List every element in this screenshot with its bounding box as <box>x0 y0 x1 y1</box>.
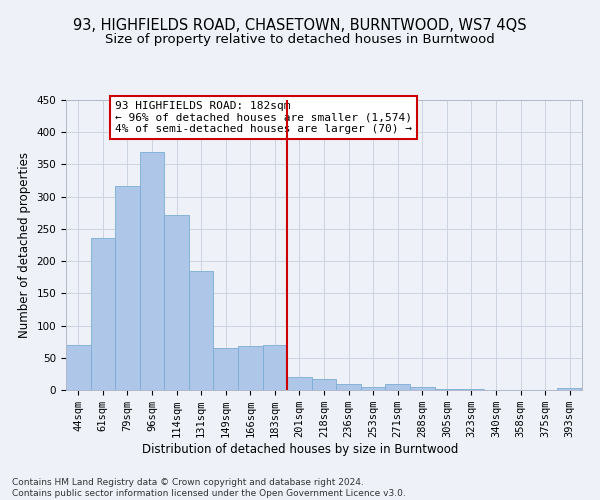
Bar <box>164 214 189 390</box>
Text: Distribution of detached houses by size in Burntwood: Distribution of detached houses by size … <box>142 442 458 456</box>
Text: Size of property relative to detached houses in Burntwood: Size of property relative to detached ho… <box>105 32 495 46</box>
Bar <box>336 384 361 390</box>
Bar <box>115 186 140 390</box>
Bar <box>189 272 214 390</box>
Bar <box>385 384 410 390</box>
Text: 93, HIGHFIELDS ROAD, CHASETOWN, BURNTWOOD, WS7 4QS: 93, HIGHFIELDS ROAD, CHASETOWN, BURNTWOO… <box>73 18 527 32</box>
Bar <box>214 348 238 390</box>
Bar <box>263 345 287 390</box>
Text: Contains HM Land Registry data © Crown copyright and database right 2024.
Contai: Contains HM Land Registry data © Crown c… <box>12 478 406 498</box>
Bar <box>557 388 582 390</box>
Bar <box>410 388 434 390</box>
Bar <box>238 346 263 390</box>
Text: 93 HIGHFIELDS ROAD: 182sqm
← 96% of detached houses are smaller (1,574)
4% of se: 93 HIGHFIELDS ROAD: 182sqm ← 96% of deta… <box>115 102 412 134</box>
Y-axis label: Number of detached properties: Number of detached properties <box>18 152 31 338</box>
Bar <box>287 377 312 390</box>
Bar <box>91 238 115 390</box>
Bar <box>140 152 164 390</box>
Bar <box>312 379 336 390</box>
Bar <box>66 345 91 390</box>
Bar <box>361 387 385 390</box>
